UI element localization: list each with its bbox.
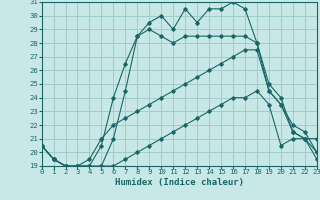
X-axis label: Humidex (Indice chaleur): Humidex (Indice chaleur) xyxy=(115,178,244,187)
